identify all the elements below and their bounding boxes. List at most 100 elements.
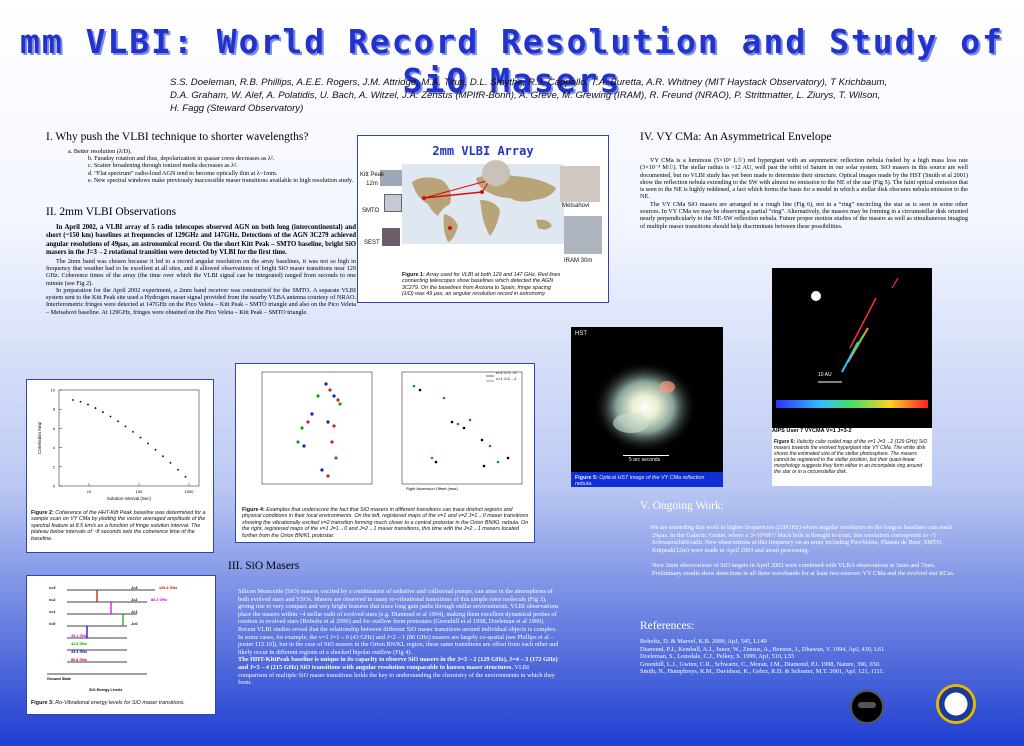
section-3-body: Silicon Monoxide (SiO) masers, excited b…: [228, 588, 560, 687]
caption-text: Velocity color coded map of the v=1 J=3→…: [774, 439, 928, 475]
caption-text: Coherence of the HHT-Kitt Peak baseline …: [31, 510, 206, 542]
section-4-heading: IV. VY CMa: An Asymmetrical Envelope: [640, 131, 832, 143]
y-tick-label: 8: [53, 407, 56, 412]
telescope-photo: [382, 228, 400, 246]
maser-spot: [328, 388, 332, 392]
y-tick-label: 4: [53, 445, 56, 450]
figure-5-caption: Figure 5: Optical HST image of the VY CM…: [571, 472, 723, 491]
list-item: b. Faraday rotation and thus, depolariza…: [88, 155, 275, 163]
maser-spot: [456, 422, 460, 426]
maser-spot: [296, 440, 300, 444]
caption-text: Ro-Vibrational energy levels for SiO mas…: [53, 700, 185, 706]
figure-2-caption: Figure 2: Coherence of the HHT-Kitt Peak…: [31, 510, 209, 542]
section-5-heading: V. Ongoing Work:: [640, 500, 724, 512]
y-axis-label: Correlation Amp: [37, 421, 42, 454]
maser-spot: [482, 464, 486, 468]
reference-item: Boboltz, D. & Marvel, K.B. 2000, ApJ, 54…: [640, 638, 767, 645]
maser-spot: [320, 468, 324, 472]
data-point: [102, 411, 104, 413]
haystack-logo: [850, 690, 884, 724]
maser-spot: [442, 396, 446, 400]
y-tick-label: 10: [51, 388, 56, 393]
data-point: [184, 475, 187, 478]
maser-spot: [418, 388, 422, 392]
site-label-smto: SMTO: [362, 208, 380, 214]
maser-spot: [462, 426, 466, 430]
section-2: II. 2mm VLBI Observations In April 2002,…: [46, 206, 356, 316]
energy-levels-label: SiO Energy Levels: [89, 688, 123, 692]
maser-spot: [496, 460, 500, 464]
caption-label: Figure 5:: [575, 475, 598, 481]
telescope-photo: [380, 170, 402, 186]
x-tick-label: 10: [87, 489, 92, 494]
level-label: v=1: [49, 610, 56, 614]
figure-6-plot: [776, 277, 928, 408]
figure-2-panel: 10 8 6 4 2 0 10 100 1000 Solution Interval (Sec) C…: [26, 379, 214, 553]
level-label: v=2: [49, 598, 56, 602]
data-point: [162, 455, 164, 458]
authors-line: H. Fagg (Steward Observatory): [170, 103, 304, 114]
data-point: [72, 399, 74, 401]
site-label-sest: SEST: [364, 240, 380, 246]
maser-spot: [450, 420, 454, 424]
section-5-paragraph: New 2mm observations of SiO targets in A…: [652, 562, 955, 577]
maser-spot: [330, 440, 334, 444]
transition-freq: 43.1 GHz: [71, 634, 88, 638]
section-3-tail: VLBI comparison of multiple SiO maser tr…: [238, 663, 555, 687]
nsf-logo: NSF: [936, 684, 976, 724]
data-point: [139, 436, 142, 439]
maser-spot: [430, 456, 434, 460]
y-tick-label: 0: [53, 484, 56, 489]
maser-spot: [336, 398, 340, 402]
references-heading: References:: [640, 620, 695, 632]
caption-text: Array used for VLBI at both 129 and 147 …: [402, 272, 561, 298]
telescope-photo: [560, 166, 600, 202]
references-list: Boboltz, D. & Marvel, K.B. 2000, ApJ, 54…: [640, 638, 970, 676]
poster-title: mm VLBI: World Record Resolution and Stu…: [19, 22, 1005, 100]
maser-spot: [300, 426, 304, 430]
reference-item: Doeleman, S., Lonsdale, C.J., Pelkey, S.…: [640, 653, 795, 661]
level-label: J=1: [131, 610, 138, 614]
section-5-paragraph: We are extending this work to higher fre…: [650, 524, 953, 554]
y-tick-label: 6: [53, 426, 56, 431]
maser-spot: [332, 394, 336, 398]
maser-spot: [488, 444, 492, 448]
section-4-paragraph: The VY CMa SiO masers are arranged in a …: [640, 200, 968, 230]
figure-2-plot: 10 8 6 4 2 0 10 100 1000 Solution Interval (Sec) C…: [37, 388, 200, 501]
caption-label: Figure 2:: [31, 510, 54, 516]
maser-spot: [316, 394, 320, 398]
figure-4-xlabel: Right Ascension Offset (mas): [406, 486, 458, 491]
figure-5-scale: 5 arc seconds: [629, 457, 661, 463]
caption-label: Figure 4:: [242, 507, 265, 513]
section-2-paragraph: In preparation for the April 2002 experi…: [46, 286, 356, 316]
list-item: e. New spectral windows make previously …: [88, 176, 354, 184]
figure-4-panel: v=1 J=1→0 v=1 J=2→1 Right Ascension Offs…: [235, 363, 535, 543]
level-label: J=3: [131, 586, 138, 590]
maser-spot: [306, 420, 310, 424]
section-3-paragraph: Silicon Monoxide (SiO) masers, excited b…: [238, 588, 559, 626]
level-label: v=3: [49, 586, 56, 590]
transition-freq: 42.8 GHz: [71, 642, 88, 646]
maser-spot: [334, 456, 338, 460]
maser-spot: [326, 474, 330, 478]
section-4: IV. VY CMa: An Asymmetrical Envelope VY …: [640, 131, 968, 230]
data-point: [154, 448, 157, 451]
list-item: c. Scatter broadening through ionized me…: [88, 162, 238, 170]
figure-6-caption-box: AIPS User 7 VYCMA V=1 J=3-2 Figure 6: Ve…: [772, 428, 932, 486]
site-label-kitt-peak: Kitt Peak 12m: [360, 172, 385, 187]
telescope-photo: [482, 160, 510, 186]
maser-spot: [326, 420, 330, 424]
figure-3-panel: v=3 v=2 v=1 v=0 J=3 J=2 J=1 J=0 129.4 GH…: [26, 575, 216, 715]
nsf-logo-text: NSF: [947, 698, 965, 708]
figure-1-title: 2mm VLBI Array: [432, 144, 534, 158]
caption-label: Figure 1:: [402, 272, 425, 278]
reference-item: Diamond, P.J., Kemball, A.J., Junor, W.,…: [640, 645, 885, 653]
transition-freq: 86.8 GHz: [71, 658, 88, 662]
data-point: [117, 420, 119, 423]
data-point: [94, 407, 97, 409]
section-5: V. Ongoing Work: We are extending this w…: [640, 500, 970, 578]
section-1-heading: I. Why push the VLBI technique to shorte…: [46, 131, 309, 143]
x-tick-label: 1000: [185, 489, 195, 494]
maser-spot: [434, 460, 438, 464]
figure-3-caption: Figure 3: Ro-Vibrational energy levels f…: [31, 700, 211, 706]
